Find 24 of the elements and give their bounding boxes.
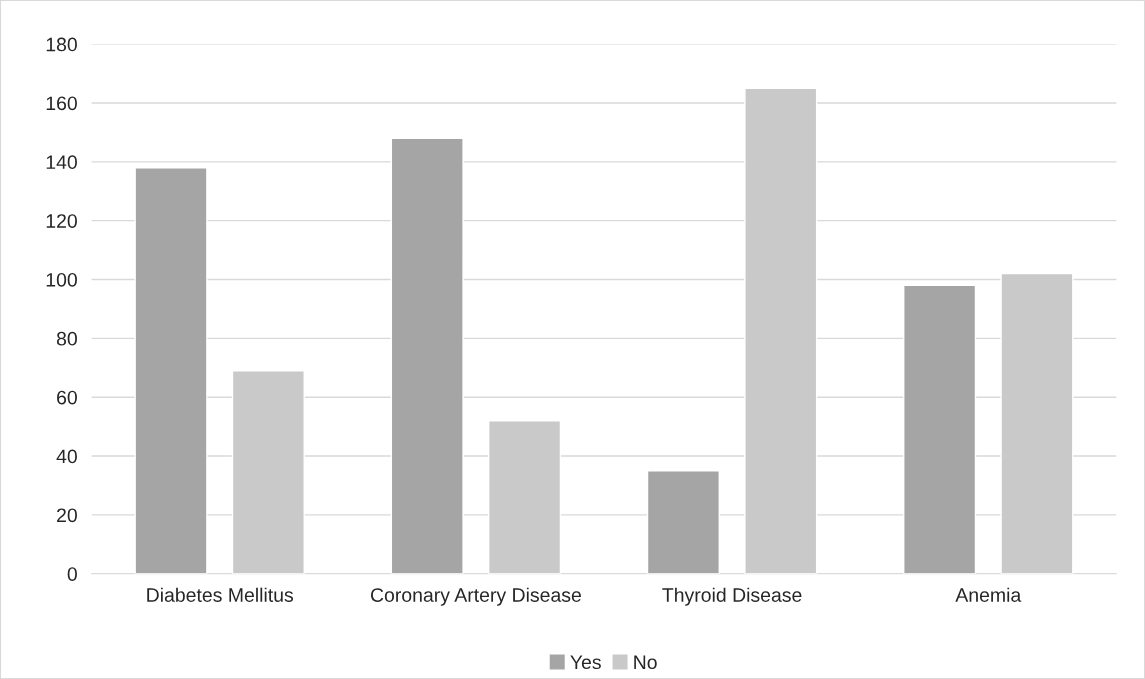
bar [488, 420, 562, 574]
legend-label: Yes [570, 655, 601, 670]
bar [646, 470, 720, 574]
y-tick-label: 0 [67, 567, 77, 581]
y-tick-label: 180 [46, 37, 77, 52]
x-tick-label: Coronary Artery Disease [370, 587, 581, 606]
y-tick-label: 40 [56, 449, 77, 464]
bar [390, 137, 464, 574]
y-tick-label: 100 [46, 272, 77, 287]
bar [231, 370, 305, 574]
y-tick-label: 80 [56, 331, 77, 346]
y-tick-label: 60 [57, 390, 77, 405]
y-tick-label: 140 [46, 155, 77, 170]
bar [1000, 272, 1074, 574]
bar [744, 87, 818, 574]
x-tick-label: Diabetes Mellitus [147, 587, 294, 602]
legend-label: No [634, 655, 657, 670]
bar [134, 167, 208, 574]
bar [903, 284, 977, 574]
y-tick-label: 20 [57, 508, 77, 523]
y-tick-label: 160 [46, 96, 77, 111]
y-tick-label: 120 [46, 214, 77, 228]
x-tick-label: Thyroid Disease [662, 587, 802, 606]
x-tick-label: Anemia [955, 587, 1022, 602]
